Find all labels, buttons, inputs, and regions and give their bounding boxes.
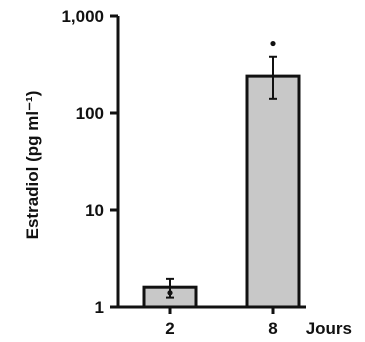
y-axis-ticks: 1 10 100 1,000 (61, 7, 118, 317)
x-tick-label-0: 2 (165, 319, 174, 338)
x-axis-title: Jours (306, 319, 352, 338)
y-tick-label-1: 10 (85, 201, 104, 220)
y-tick-label-2: 100 (76, 104, 104, 123)
y-axis-title: Estradiol (pg ml⁻¹) (23, 91, 42, 240)
x-tick-label-1: 8 (268, 319, 277, 338)
chart-marks (142, 40, 301, 309)
bar-day-8 (245, 74, 301, 309)
data-point-1 (270, 40, 276, 47)
y-tick-label-0: 1 (95, 298, 104, 317)
y-tick-label-3: 1,000 (61, 7, 104, 26)
data-point-0 (167, 290, 173, 296)
